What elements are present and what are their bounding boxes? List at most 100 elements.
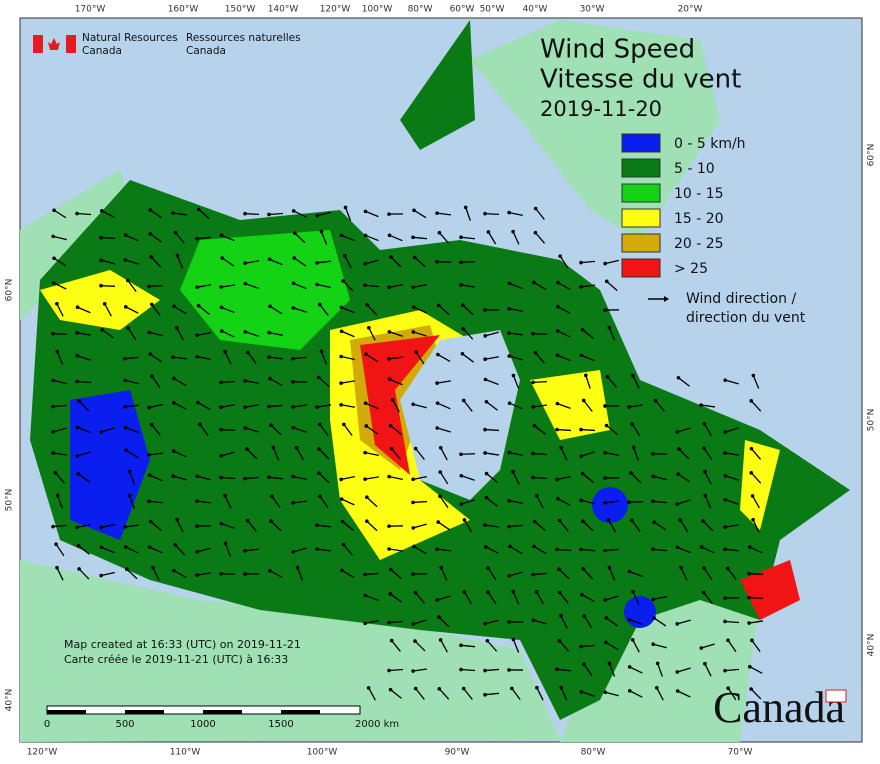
wind-arrow-head (557, 567, 561, 571)
legend-label: > 25 (674, 261, 708, 277)
wind-arrow-head (507, 354, 511, 358)
wind-arrow-head (512, 374, 516, 378)
wind-arrow-head (631, 638, 635, 642)
lon-label: 90°W (445, 748, 470, 758)
wind-arrow-head (559, 686, 563, 690)
wind-arrow-head (723, 669, 727, 673)
wind-arrow-head (579, 285, 583, 289)
wind-arrow-head (508, 401, 512, 405)
wind-arrow-head (558, 639, 562, 643)
wind-arrow-head (340, 569, 344, 573)
wind-arrow-head (752, 374, 756, 378)
wind-arrow-head (414, 591, 418, 595)
wordmark: Canada (713, 683, 845, 732)
wind-arrow-head (172, 377, 176, 381)
wind-arrow-head (387, 547, 391, 551)
wind-arrow-head (412, 305, 416, 309)
wind-arrow-head (413, 256, 417, 260)
wind-arrow-head (243, 405, 247, 409)
wind-arrow-head (147, 285, 151, 289)
lon-label: 70°W (728, 748, 753, 758)
lon-label: 140°W (268, 5, 299, 15)
lat-label: 60°N (5, 279, 15, 302)
wind-arrow-head (703, 662, 707, 666)
wind-arrow-head (243, 379, 247, 383)
wind-arrow-head (556, 305, 560, 309)
wind-arrow-head (702, 591, 706, 595)
wind-arrow-head (558, 591, 562, 595)
wind-arrow-head (387, 524, 391, 528)
wind-arrow-head (459, 668, 463, 672)
wind-arrow-head (103, 302, 107, 306)
wind-arrow-head (364, 401, 368, 405)
wind-arrow-head (77, 472, 81, 476)
wind-arrow-head (197, 304, 201, 308)
wind-arrow-head (123, 379, 127, 383)
wind-arrow-head (124, 233, 128, 237)
wind-arrow-head (581, 519, 585, 523)
wind-arrow-head (99, 526, 103, 530)
wind-arrow-head (582, 662, 586, 666)
wind-arrow-head (703, 494, 707, 498)
wind-arrow-head (436, 520, 440, 524)
wind-arrow-head (484, 378, 488, 382)
flag-bar (66, 35, 76, 53)
wind-arrow-head (724, 498, 728, 502)
lon-label: 80°W (581, 748, 606, 758)
wind-arrow-head (411, 526, 415, 530)
wind-arrow-head (582, 614, 586, 618)
wind-arrow-head (149, 232, 153, 236)
wind-arrow-head (486, 590, 490, 594)
wind-arrow-head (55, 350, 59, 354)
wind-arrow-head (437, 615, 441, 619)
wind-arrow-head (197, 208, 201, 212)
wind-arrow-head (172, 449, 176, 453)
wind-arrow-head (555, 478, 559, 482)
wind-arrow-head (487, 230, 491, 234)
legend-label: 15 - 20 (674, 211, 724, 227)
wind-arrow-head (51, 430, 55, 434)
wind-arrow (461, 262, 475, 263)
wind-arrow-head (483, 693, 487, 697)
wind-arrow-head (556, 329, 560, 333)
wind-arrow-head (363, 262, 367, 266)
wind-arrow-head (508, 545, 512, 549)
wind-arrow-head (677, 376, 681, 380)
wind-arrow-head (579, 645, 583, 649)
wind-arrow-head (268, 569, 272, 573)
wind-arrow-head (344, 206, 348, 210)
wind-arrow-head (340, 234, 344, 238)
wind-arrow-head (268, 377, 272, 381)
wind-arrow-head (172, 305, 176, 309)
wind-arrow (53, 334, 67, 335)
wind-arrow-head (56, 494, 60, 498)
wind-arrow-head (389, 255, 393, 259)
wind-arrow-head (269, 519, 273, 523)
wind-arrow-head (220, 306, 224, 310)
wind-arrow-head (580, 354, 584, 358)
wind-arrow-head (483, 669, 487, 673)
wind-arrow-head (533, 424, 537, 428)
wind-arrow-head (171, 211, 175, 215)
wind-arrow-head (435, 547, 439, 551)
wind-arrow-head (677, 447, 681, 451)
wind-arrow-head (628, 570, 632, 574)
wind-arrow-head (195, 285, 199, 289)
wind-arrow-head (243, 261, 247, 265)
wind-arrow-head (411, 235, 415, 239)
wind-arrow-head (749, 399, 753, 403)
wind-arrow-head (365, 519, 369, 523)
wind-arrow-head (291, 550, 295, 554)
wind-arrow-head (535, 686, 539, 690)
wind-arrow-head (195, 355, 199, 359)
wind-arrow-head (459, 283, 463, 287)
wind-arrow-head (532, 281, 536, 285)
wind-arrow-head (315, 523, 319, 527)
wind-arrow-head (507, 620, 511, 624)
lon-label: 50°W (480, 5, 505, 15)
wind-arrow-head (51, 405, 55, 409)
wind-arrow-head (533, 520, 537, 524)
wind-arrow-head (76, 426, 80, 430)
wind-arrow (557, 430, 571, 431)
direction-label: direction du vent (686, 310, 806, 326)
